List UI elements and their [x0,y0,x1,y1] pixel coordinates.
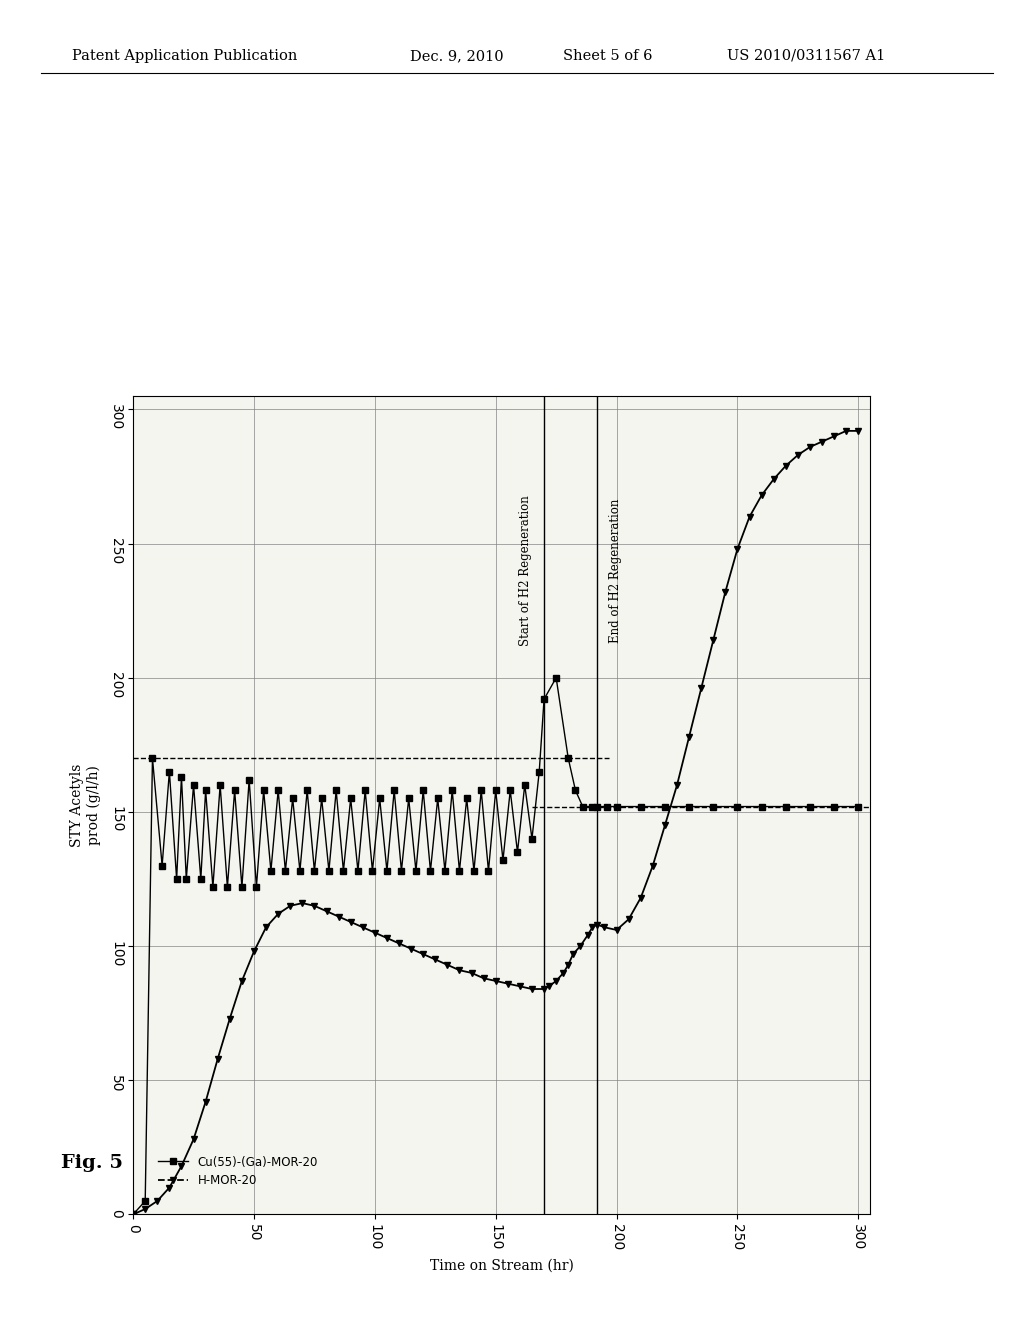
Cu(55)-(Ga)-MOR-20 [410,863,422,879]
X-axis label: Time on Stream (hr): Time on Stream (hr) [430,1259,573,1272]
Text: Patent Application Publication: Patent Application Publication [72,49,297,63]
H-MOR-20 [683,729,695,744]
Cu(55)-(Ga)-MOR-20 [852,799,864,814]
Text: Dec. 9, 2010: Dec. 9, 2010 [410,49,503,63]
H-MOR-20 [852,422,864,438]
Text: Fig. 5: Fig. 5 [61,1154,124,1172]
Cu(55)-(Ga)-MOR-20 [127,1206,139,1222]
H-MOR-20 [465,965,477,981]
Text: Sheet 5 of 6: Sheet 5 of 6 [563,49,652,63]
Text: US 2010/0311567 A1: US 2010/0311567 A1 [727,49,886,63]
Text: End of H2 Regeneration: End of H2 Regeneration [609,498,623,643]
Y-axis label: STY Acetyls
prod (g/l/h): STY Acetyls prod (g/l/h) [71,763,101,847]
Line: H-MOR-20: H-MOR-20 [130,428,861,1217]
Cu(55)-(Ga)-MOR-20 [489,783,502,799]
H-MOR-20 [321,903,333,919]
H-MOR-20 [369,925,381,941]
Text: Start of H2 Regeneration: Start of H2 Regeneration [519,495,532,645]
Legend: Cu(55)-(Ga)-MOR-20, H-MOR-20: Cu(55)-(Ga)-MOR-20, H-MOR-20 [154,1151,323,1192]
Cu(55)-(Ga)-MOR-20 [550,669,562,685]
H-MOR-20 [127,1206,139,1222]
Cu(55)-(Ga)-MOR-20 [577,799,589,814]
Cu(55)-(Ga)-MOR-20 [315,791,328,807]
H-MOR-20 [792,447,804,463]
Cu(55)-(Ga)-MOR-20 [475,783,487,799]
H-MOR-20 [187,1131,200,1147]
Cu(55)-(Ga)-MOR-20 [180,871,193,887]
Line: Cu(55)-(Ga)-MOR-20: Cu(55)-(Ga)-MOR-20 [130,675,861,1217]
H-MOR-20 [840,422,852,438]
